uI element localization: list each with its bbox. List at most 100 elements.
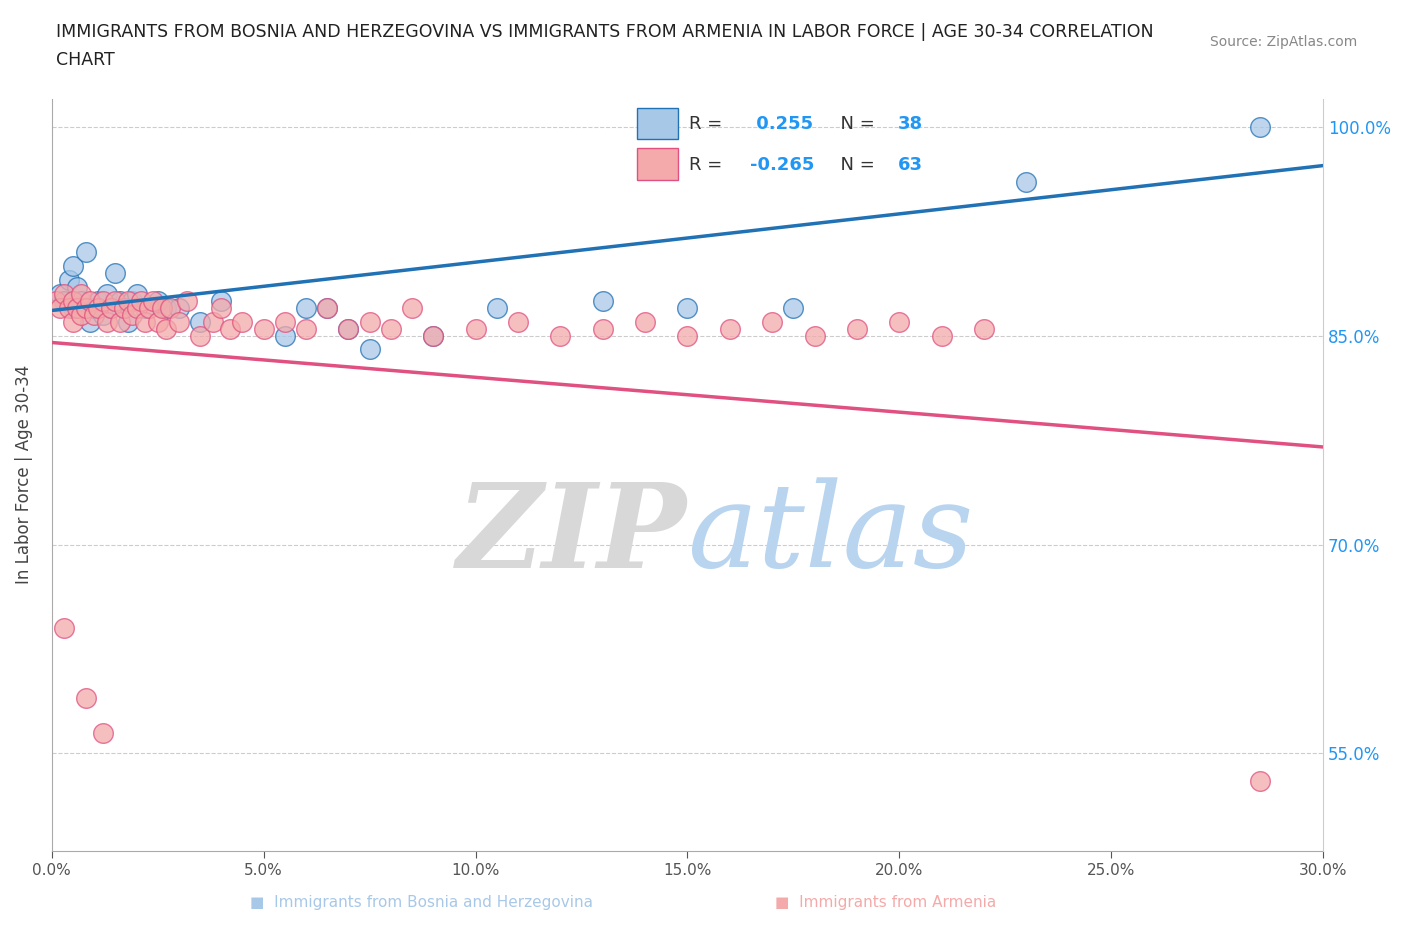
Point (231, 314, 253, 329)
Point (846, 321, 869, 336)
Point (718, 321, 741, 336)
Point (159, 300, 181, 315)
Point (129, 293, 152, 308)
Point (75, 300, 97, 315)
Point (87, 293, 110, 308)
Point (70, 293, 93, 308)
Point (359, 314, 381, 329)
Point (973, 321, 995, 336)
Point (337, 321, 360, 336)
Point (138, 300, 160, 315)
Point (83, 307, 105, 322)
Point (188, 314, 211, 329)
Point (1249, 774, 1271, 789)
Text: atlas: atlas (688, 478, 974, 592)
Point (53, 293, 76, 308)
Point (761, 314, 783, 329)
Point (485, 300, 508, 315)
Point (176, 293, 198, 308)
Point (931, 328, 953, 343)
Point (422, 328, 444, 343)
Point (112, 300, 135, 315)
Point (121, 293, 143, 308)
Text: ■  Immigrants from Bosnia and Herzegovina: ■ Immigrants from Bosnia and Herzegovina (250, 895, 593, 910)
Point (108, 293, 131, 308)
Point (75, 245, 97, 259)
Point (316, 300, 339, 315)
Point (209, 300, 232, 315)
Point (146, 314, 169, 329)
Point (83, 300, 105, 315)
Y-axis label: In Labor Force | Age 30-34: In Labor Force | Age 30-34 (15, 365, 32, 584)
Point (96, 286, 118, 301)
Point (70, 286, 93, 301)
Point (253, 321, 276, 336)
Point (96, 314, 118, 329)
Point (53, 286, 76, 301)
Point (62, 300, 84, 315)
Point (150, 300, 173, 315)
Point (117, 314, 139, 329)
Point (108, 314, 131, 329)
Point (62, 314, 84, 329)
Point (53, 620, 76, 635)
Point (1249, 119, 1271, 134)
Point (79, 293, 101, 308)
Text: ZIP: ZIP (457, 477, 688, 592)
Text: CHART: CHART (56, 51, 115, 69)
Point (550, 328, 572, 343)
Point (155, 321, 177, 336)
Point (274, 328, 297, 343)
Point (167, 300, 190, 315)
Point (91, 307, 114, 322)
Point (104, 293, 127, 308)
Point (125, 300, 148, 315)
Point (91, 725, 114, 740)
Point (155, 300, 177, 315)
Point (803, 328, 825, 343)
Point (146, 293, 169, 308)
Point (218, 321, 240, 336)
Point (676, 300, 699, 315)
Point (104, 265, 127, 280)
Point (337, 321, 360, 336)
Point (134, 300, 156, 315)
Point (359, 342, 381, 357)
Point (75, 690, 97, 705)
Point (1015, 175, 1038, 190)
Point (91, 293, 114, 308)
Point (121, 307, 143, 322)
Point (134, 314, 156, 329)
Point (58, 300, 80, 315)
Point (464, 321, 486, 336)
Point (316, 300, 339, 315)
Point (142, 293, 165, 308)
Point (66, 300, 89, 315)
Point (634, 314, 657, 329)
Point (125, 286, 148, 301)
Text: ■  Immigrants from Armenia: ■ Immigrants from Armenia (775, 895, 997, 910)
Point (295, 321, 318, 336)
Point (62, 293, 84, 308)
Point (49, 286, 72, 301)
Point (889, 314, 911, 329)
Point (167, 314, 190, 329)
Point (49, 300, 72, 315)
Point (87, 300, 110, 315)
Point (45, 293, 67, 308)
Point (66, 279, 89, 294)
Point (188, 328, 211, 343)
Point (401, 300, 423, 315)
Point (70, 307, 93, 322)
Point (209, 293, 232, 308)
Point (100, 300, 122, 315)
Text: Source: ZipAtlas.com: Source: ZipAtlas.com (1209, 35, 1357, 49)
Point (676, 328, 699, 343)
Point (112, 300, 135, 315)
Point (592, 321, 614, 336)
Point (62, 259, 84, 273)
Point (58, 272, 80, 287)
Point (79, 314, 101, 329)
Point (117, 293, 139, 308)
Point (506, 314, 529, 329)
